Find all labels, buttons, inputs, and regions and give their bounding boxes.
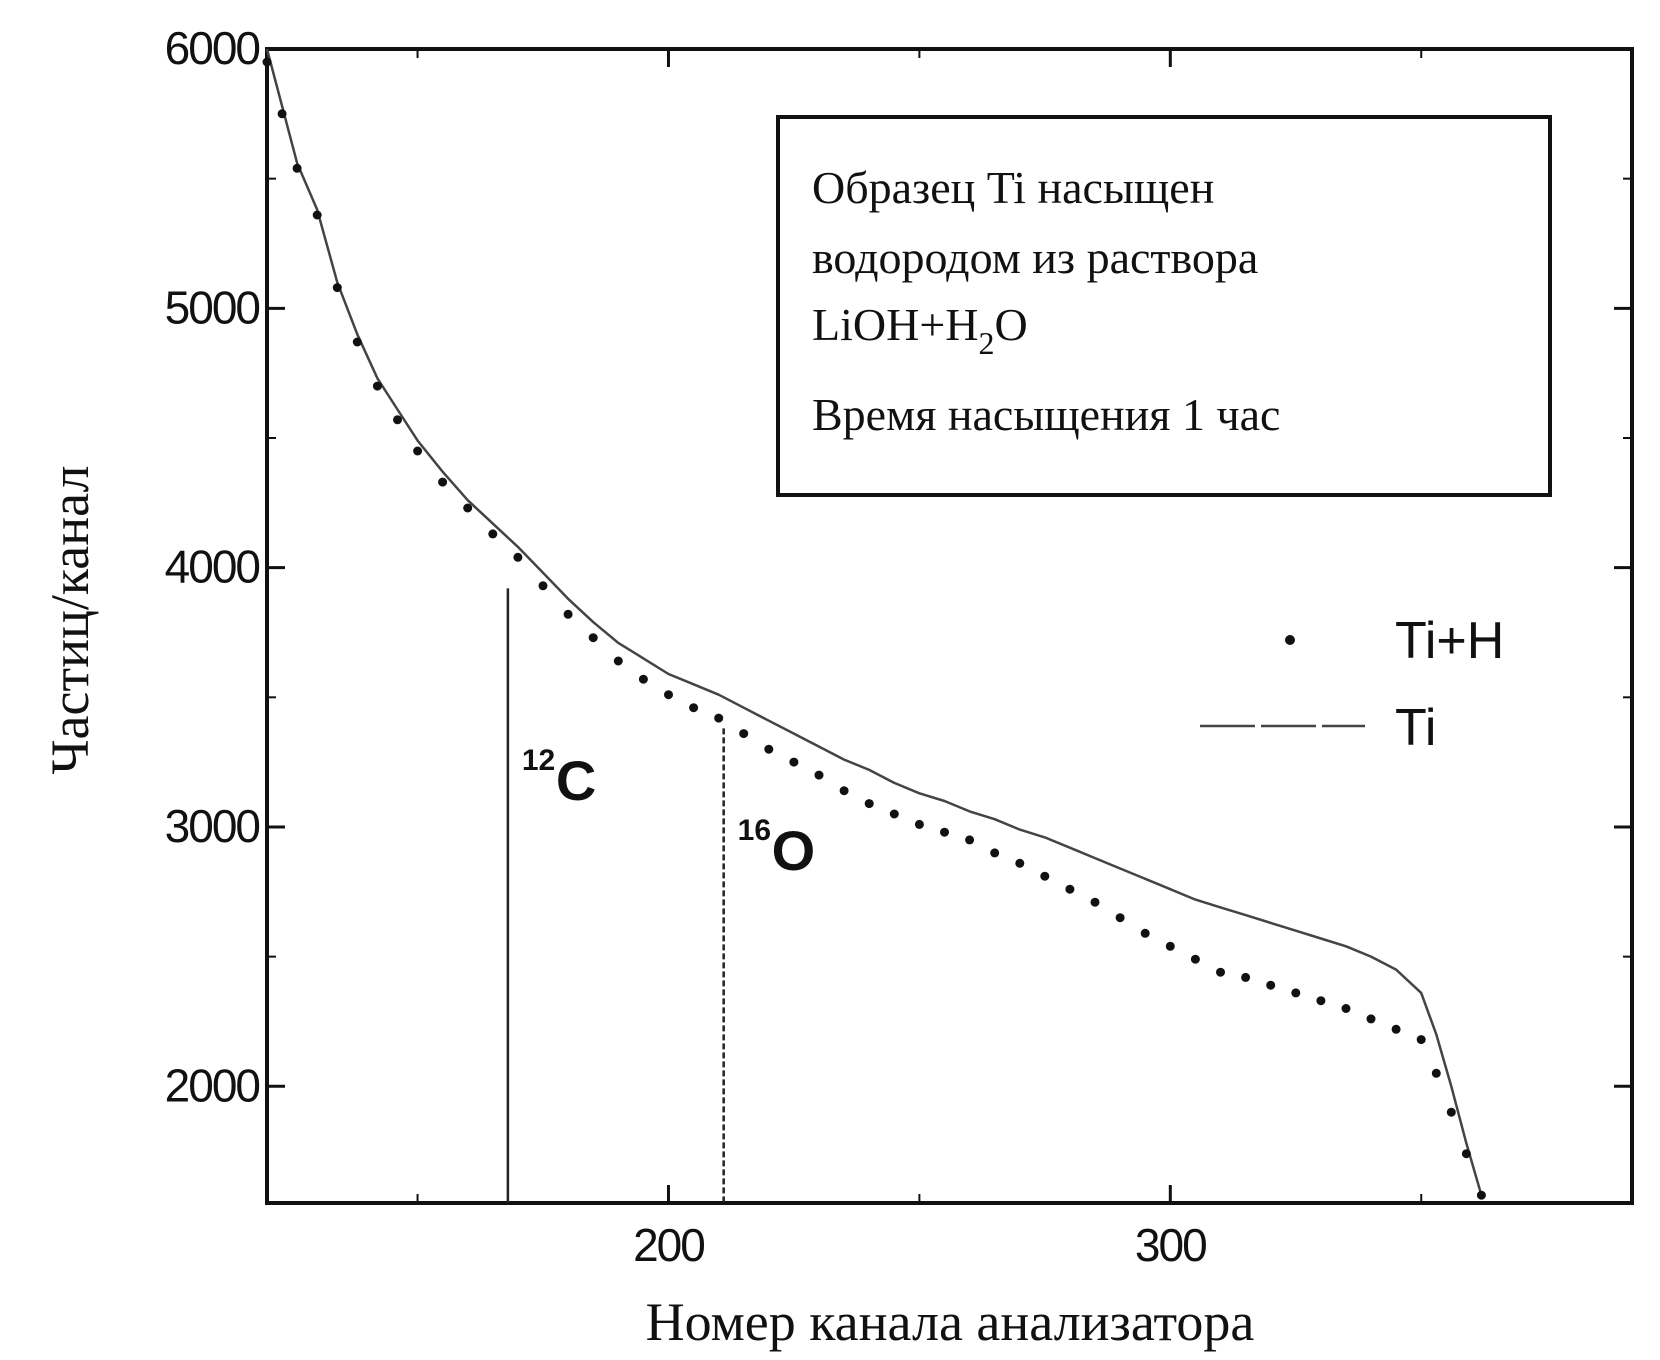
ti-h-point	[513, 552, 523, 562]
y-tick-label: 6000	[165, 22, 260, 74]
series-ti-line	[265, 48, 1483, 1196]
x-tick-label: 300	[1135, 1219, 1206, 1271]
ti-h-point	[1291, 988, 1301, 998]
ti-h-point	[689, 703, 699, 713]
x-axis-title: Номер канала анализатора	[646, 1292, 1255, 1352]
ti-h-point	[1241, 972, 1251, 982]
ti-h-point	[1165, 941, 1175, 951]
annotation-line1: Образец Ti насыщен	[812, 162, 1214, 213]
ti-h-point	[914, 819, 924, 829]
ti-h-point	[764, 744, 774, 754]
annotation-line4: Время насыщения 1 час	[812, 389, 1280, 440]
ti-h-point	[1090, 897, 1100, 907]
x-tick-label: 200	[633, 1219, 704, 1271]
ti-h-point	[312, 210, 322, 220]
axis-tick-labels: 2000 3000 4000 5000 6000 200 300	[165, 22, 1208, 1271]
ti-h-point	[1115, 913, 1125, 923]
ti-h-point	[1391, 1024, 1401, 1034]
annotation-frame	[776, 115, 1552, 497]
ti-h-point	[789, 757, 799, 767]
y-tick-label: 4000	[165, 541, 260, 593]
ti-h-point	[1065, 884, 1075, 894]
ti-h-point	[1266, 980, 1276, 990]
ti-h-point	[463, 503, 473, 513]
ti-h-point	[864, 799, 874, 809]
peak-element-label: O	[772, 819, 816, 882]
ti-h-point	[538, 581, 548, 591]
annotation-line2: водородом из раствора	[812, 232, 1258, 283]
ti-h-point	[1416, 1035, 1426, 1045]
axis-ticks	[267, 47, 1632, 1203]
ti-h-point	[292, 163, 302, 173]
legend-label-ti-h: Ti+H	[1395, 612, 1504, 670]
ti-h-point	[664, 690, 673, 700]
ti-h-point	[438, 477, 448, 487]
ti-h-point	[1461, 1149, 1471, 1159]
annotation-line3: LiOH+H2O	[812, 299, 1028, 361]
ti-h-point	[940, 827, 949, 837]
ti-h-point	[990, 848, 1000, 858]
legend: Ti+H Ti	[1200, 612, 1504, 757]
annotation-line3-end: O	[994, 299, 1027, 350]
ti-h-point	[1366, 1014, 1376, 1024]
y-tick-label: 3000	[165, 800, 260, 852]
ti-h-point	[1140, 928, 1150, 938]
ti-h-point	[277, 109, 287, 119]
ti-h-point	[352, 337, 362, 347]
ti-h-point	[588, 633, 598, 643]
series-ti-h-dots	[262, 57, 1486, 1200]
annotation-line3-sub: 2	[978, 325, 994, 361]
ti-h-point	[1341, 1004, 1351, 1013]
legend-label-ti: Ti	[1395, 699, 1436, 757]
ti-h-point	[488, 529, 498, 539]
ti-h-point	[262, 57, 272, 67]
peak-element-label: C	[556, 749, 596, 812]
ti-h-point	[1015, 858, 1025, 868]
ti-h-point	[563, 609, 573, 619]
ti-h-point	[332, 283, 342, 293]
ti-h-point	[613, 656, 623, 666]
y-tick-label: 5000	[165, 281, 260, 333]
legend-marker-ti-h	[1285, 635, 1295, 645]
ti-h-point	[814, 770, 824, 780]
ti-h-point	[1431, 1068, 1441, 1078]
ti-h-point	[1216, 967, 1225, 977]
ti-h-point	[1316, 996, 1326, 1006]
ti-h-point	[393, 415, 402, 425]
ti-h-point	[965, 835, 975, 845]
ti-line	[265, 48, 1483, 1196]
ti-h-point	[1476, 1190, 1486, 1200]
annotation-box: Образец Ti насыщен водородом из раствора…	[776, 115, 1552, 497]
peak-mass-label: 12	[522, 744, 555, 777]
annotation-line3-main: LiOH+H	[812, 299, 978, 350]
ti-h-point	[839, 786, 849, 796]
peak-markers: 12 C 16 O	[506, 588, 816, 1203]
ti-h-point	[372, 381, 382, 391]
ti-h-point	[1190, 954, 1200, 964]
y-axis-title: Частиц/канал	[40, 465, 100, 774]
y-tick-label: 2000	[165, 1059, 260, 1111]
ti-h-point	[739, 729, 749, 739]
ti-h-point	[889, 809, 899, 819]
ti-h-point	[714, 713, 724, 723]
ti-h-point	[1040, 871, 1050, 881]
ti-h-point	[413, 446, 423, 456]
plot-frame	[265, 47, 1634, 1205]
ti-h-point	[638, 674, 648, 684]
peak-mass-label: 16	[738, 814, 771, 847]
ti-h-point	[1446, 1107, 1456, 1117]
